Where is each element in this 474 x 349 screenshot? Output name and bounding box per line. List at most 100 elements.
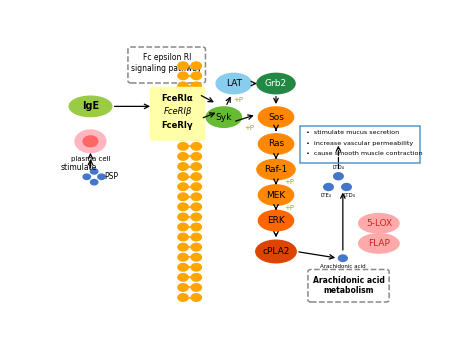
Circle shape — [334, 173, 343, 180]
Circle shape — [178, 173, 188, 180]
Ellipse shape — [256, 240, 296, 263]
Text: plasma cell: plasma cell — [71, 156, 110, 162]
Text: Arachidonic acid: Arachidonic acid — [320, 263, 365, 269]
FancyBboxPatch shape — [300, 126, 420, 163]
Ellipse shape — [359, 234, 399, 253]
Circle shape — [178, 62, 188, 69]
Text: LTE₄: LTE₄ — [320, 193, 331, 198]
FancyBboxPatch shape — [308, 269, 389, 302]
Circle shape — [83, 136, 98, 147]
Circle shape — [178, 203, 188, 210]
Circle shape — [178, 133, 188, 140]
Circle shape — [178, 243, 188, 251]
Text: +P: +P — [244, 125, 254, 131]
Circle shape — [178, 233, 188, 241]
Circle shape — [178, 72, 188, 80]
Circle shape — [178, 274, 188, 281]
Circle shape — [178, 92, 188, 100]
Circle shape — [191, 263, 201, 271]
Circle shape — [324, 184, 333, 191]
Ellipse shape — [359, 214, 399, 233]
Ellipse shape — [258, 185, 293, 205]
Circle shape — [191, 183, 201, 191]
Text: FceRIβ: FceRIβ — [164, 107, 191, 116]
Text: FceRIα: FceRIα — [162, 94, 193, 103]
Ellipse shape — [206, 107, 241, 127]
Circle shape — [191, 163, 201, 170]
Text: Sos: Sos — [268, 113, 284, 121]
Text: •  increase vascular permeability: • increase vascular permeability — [306, 141, 413, 146]
Circle shape — [178, 294, 188, 301]
Circle shape — [191, 223, 201, 231]
Text: Arachidonic acid
metabolism: Arachidonic acid metabolism — [312, 276, 384, 296]
Text: Grb2: Grb2 — [265, 79, 287, 88]
Circle shape — [191, 62, 201, 69]
Circle shape — [191, 102, 201, 110]
FancyBboxPatch shape — [128, 47, 205, 83]
Circle shape — [191, 213, 201, 221]
Text: LTD₄: LTD₄ — [344, 193, 356, 198]
Text: Ras: Ras — [268, 140, 284, 148]
Circle shape — [191, 243, 201, 251]
Circle shape — [191, 122, 201, 130]
Circle shape — [75, 130, 106, 153]
Circle shape — [191, 112, 201, 120]
Circle shape — [91, 179, 98, 185]
Text: MEK: MEK — [266, 191, 286, 200]
Ellipse shape — [258, 107, 293, 127]
Text: +P: +P — [233, 97, 243, 103]
Ellipse shape — [258, 210, 293, 231]
Ellipse shape — [216, 73, 251, 94]
Circle shape — [178, 263, 188, 271]
Circle shape — [191, 92, 201, 100]
Circle shape — [83, 174, 91, 179]
Circle shape — [178, 213, 188, 221]
Circle shape — [178, 183, 188, 191]
FancyBboxPatch shape — [150, 87, 205, 141]
Text: Syk: Syk — [216, 113, 232, 121]
Text: •  cause smooth muscle contraction: • cause smooth muscle contraction — [306, 151, 423, 156]
Text: stimulate: stimulate — [60, 163, 97, 172]
Circle shape — [191, 284, 201, 291]
Circle shape — [338, 255, 347, 261]
Circle shape — [178, 112, 188, 120]
Text: FLAP: FLAP — [368, 239, 390, 248]
Circle shape — [178, 193, 188, 200]
Text: +P: +P — [284, 179, 294, 185]
Circle shape — [178, 102, 188, 110]
Circle shape — [191, 274, 201, 281]
Text: FceRIγ: FceRIγ — [162, 121, 193, 130]
Text: 5-LOX: 5-LOX — [366, 219, 392, 228]
Circle shape — [98, 174, 105, 179]
Circle shape — [191, 253, 201, 261]
Circle shape — [178, 253, 188, 261]
Circle shape — [191, 233, 201, 241]
Text: cPLA2: cPLA2 — [262, 247, 290, 256]
Circle shape — [191, 193, 201, 200]
Circle shape — [191, 143, 201, 150]
Ellipse shape — [258, 134, 293, 154]
Circle shape — [191, 173, 201, 180]
Circle shape — [178, 223, 188, 231]
Circle shape — [191, 82, 201, 90]
Circle shape — [178, 143, 188, 150]
Ellipse shape — [257, 159, 295, 180]
Circle shape — [178, 153, 188, 160]
Text: Raf-1: Raf-1 — [264, 165, 288, 174]
Text: IgE: IgE — [82, 101, 99, 111]
Ellipse shape — [69, 96, 112, 117]
Text: •  stimulate mucus secretion: • stimulate mucus secretion — [306, 131, 400, 135]
Circle shape — [178, 122, 188, 130]
Circle shape — [178, 163, 188, 170]
Circle shape — [191, 153, 201, 160]
Text: PSP: PSP — [104, 172, 118, 181]
Text: LTD₄: LTD₄ — [332, 165, 345, 170]
Text: LAT: LAT — [226, 79, 242, 88]
Text: +P: +P — [284, 205, 294, 211]
Circle shape — [191, 72, 201, 80]
Ellipse shape — [257, 73, 295, 94]
Circle shape — [178, 284, 188, 291]
Circle shape — [342, 184, 351, 191]
Circle shape — [191, 294, 201, 301]
Text: ERK: ERK — [267, 216, 285, 225]
